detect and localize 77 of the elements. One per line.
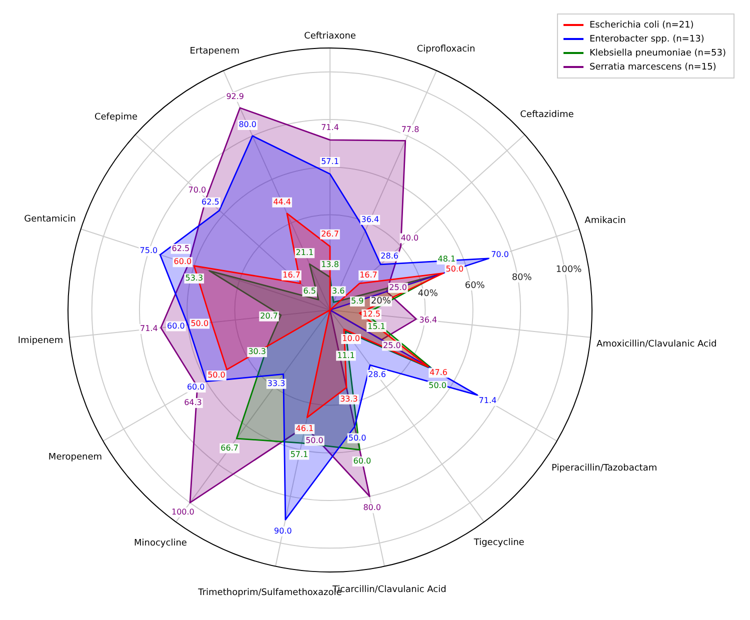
data-label: 47.6 (430, 368, 448, 377)
data-label: 13.8 (321, 260, 339, 270)
data-label: 70.0 (188, 185, 206, 194)
spoke-label: Tigecycline (472, 538, 525, 548)
data-label: 70.0 (491, 250, 509, 259)
spoke-label: Ciprofloxacin (416, 44, 476, 55)
spoke-label: Piperacillin/Tazobactam (551, 464, 658, 474)
legend-label: Escherichia coli (n=21) (589, 20, 694, 30)
data-label: 50.0 (190, 318, 209, 328)
data-label: 60.0 (167, 321, 185, 330)
y-tick-label: 60% (464, 280, 486, 291)
data-label: 92.9 (226, 92, 244, 101)
data-label: 36.4 (361, 214, 380, 224)
data-label: 12.5 (362, 309, 380, 318)
data-label: 80.0 (363, 503, 382, 512)
data-label: 50.0 (348, 433, 366, 442)
data-label: 100.0 (171, 507, 194, 516)
spoke-label: Minocycline (134, 538, 188, 549)
data-label: 57.1 (290, 450, 308, 459)
data-label: 75.0 (140, 246, 158, 256)
data-label: 62.5 (172, 244, 190, 253)
data-label: 50.0 (208, 370, 226, 380)
data-label: 71.4 (140, 324, 158, 334)
legend-label: Serratia marcescens (n=15) (589, 62, 716, 72)
data-label: 20.7 (260, 311, 278, 320)
data-label: 71.4 (478, 396, 497, 406)
y-tick-label: 40% (418, 288, 438, 299)
data-label: 5.9 (351, 296, 364, 306)
data-label: 30.3 (248, 347, 266, 356)
spoke-label: Amoxicillin/Clavulanic Acid (596, 340, 717, 350)
data-label: 36.4 (419, 315, 438, 324)
data-label: 21.1 (296, 248, 314, 258)
data-label: 57.1 (321, 157, 339, 166)
spoke-label: Amikacin (584, 216, 626, 226)
spoke-label: Ceftazidime (520, 110, 574, 120)
data-label: 50.0 (446, 264, 464, 274)
spoke-label: Meropenem (48, 452, 102, 462)
legend-label: Enterobacter spp. (n=13) (589, 34, 704, 44)
data-label: 33.3 (340, 394, 358, 404)
data-label: 50.0 (428, 381, 446, 390)
y-tick-label: 80% (512, 272, 532, 283)
data-label: 46.1 (296, 424, 314, 434)
data-label: 26.7 (321, 229, 339, 238)
data-label: 11.1 (337, 350, 355, 360)
data-label: 71.4 (321, 123, 339, 132)
data-label: 10.0 (342, 334, 360, 344)
y-tick-label: 100% (556, 264, 582, 275)
data-label: 15.1 (368, 322, 386, 332)
data-label: 3.6 (332, 286, 345, 296)
data-label: 64.3 (184, 398, 202, 408)
spoke-label: Ertapenem (190, 46, 240, 56)
data-label: 60.0 (353, 456, 372, 466)
data-label: 90.0 (274, 526, 292, 536)
data-label: 33.3 (267, 378, 286, 388)
data-label: 60.0 (174, 257, 192, 266)
data-label: 80.0 (238, 120, 257, 130)
data-label: 6.5 (303, 286, 316, 296)
y-tick-label: 20% (370, 296, 392, 307)
spoke-label: Gentamicin (24, 214, 76, 224)
data-label: 40.0 (400, 233, 419, 242)
spoke-label: Imipenem (18, 336, 64, 346)
legend-label: Klebsiella pneumoniae (n=53) (589, 48, 726, 58)
data-label: 53.3 (185, 274, 204, 283)
data-label: 44.4 (273, 198, 292, 207)
spoke-label: Ceftriaxone (304, 31, 356, 42)
data-label: 28.6 (380, 251, 398, 260)
data-label: 50.0 (306, 436, 324, 445)
data-label: 48.1 (438, 254, 456, 264)
data-label: 25.0 (383, 340, 401, 350)
data-label: 16.7 (282, 270, 300, 280)
data-label: 66.7 (220, 443, 238, 452)
data-label: 25.0 (389, 282, 407, 292)
data-label: 28.6 (368, 370, 386, 379)
data-label: 62.5 (202, 197, 220, 206)
spoke-label: Cefepime (94, 112, 138, 123)
data-label: 77.8 (401, 124, 420, 134)
data-label: 16.7 (360, 270, 378, 280)
